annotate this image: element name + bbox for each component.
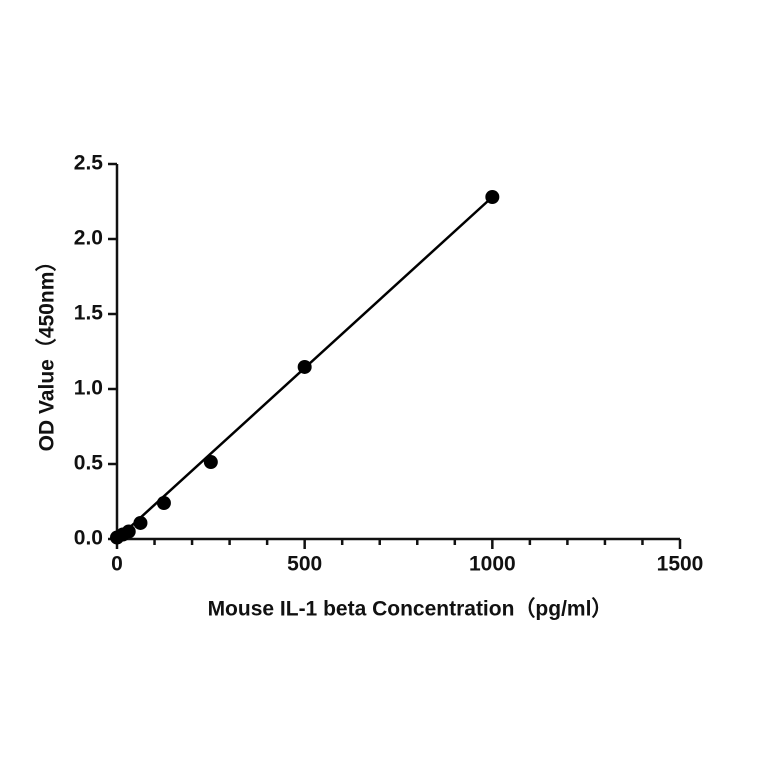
x-tick-label: 1500 — [657, 553, 704, 576]
x-tick-label: 1000 — [469, 553, 516, 576]
data-point — [121, 524, 136, 539]
data-point — [297, 359, 312, 374]
y-tick-label: 0.5 — [74, 452, 104, 475]
y-tick-label: 2.0 — [74, 227, 103, 250]
y-axis-label: OD Value（450nm） — [35, 251, 59, 452]
data-point — [485, 190, 500, 204]
data-point — [156, 496, 171, 510]
y-tick-label: 0.0 — [74, 527, 103, 550]
data-point — [203, 455, 218, 470]
y-tick-label: 1.5 — [74, 302, 104, 325]
x-tick-label: 0 — [111, 553, 123, 576]
y-tick-label: 2.5 — [74, 152, 104, 175]
x-tick-label: 500 — [287, 553, 322, 576]
y-tick-label: 1.0 — [74, 377, 103, 400]
x-axis-label: Mouse IL-1 beta Concentration（pg/ml） — [208, 597, 613, 621]
data-point — [133, 515, 148, 530]
